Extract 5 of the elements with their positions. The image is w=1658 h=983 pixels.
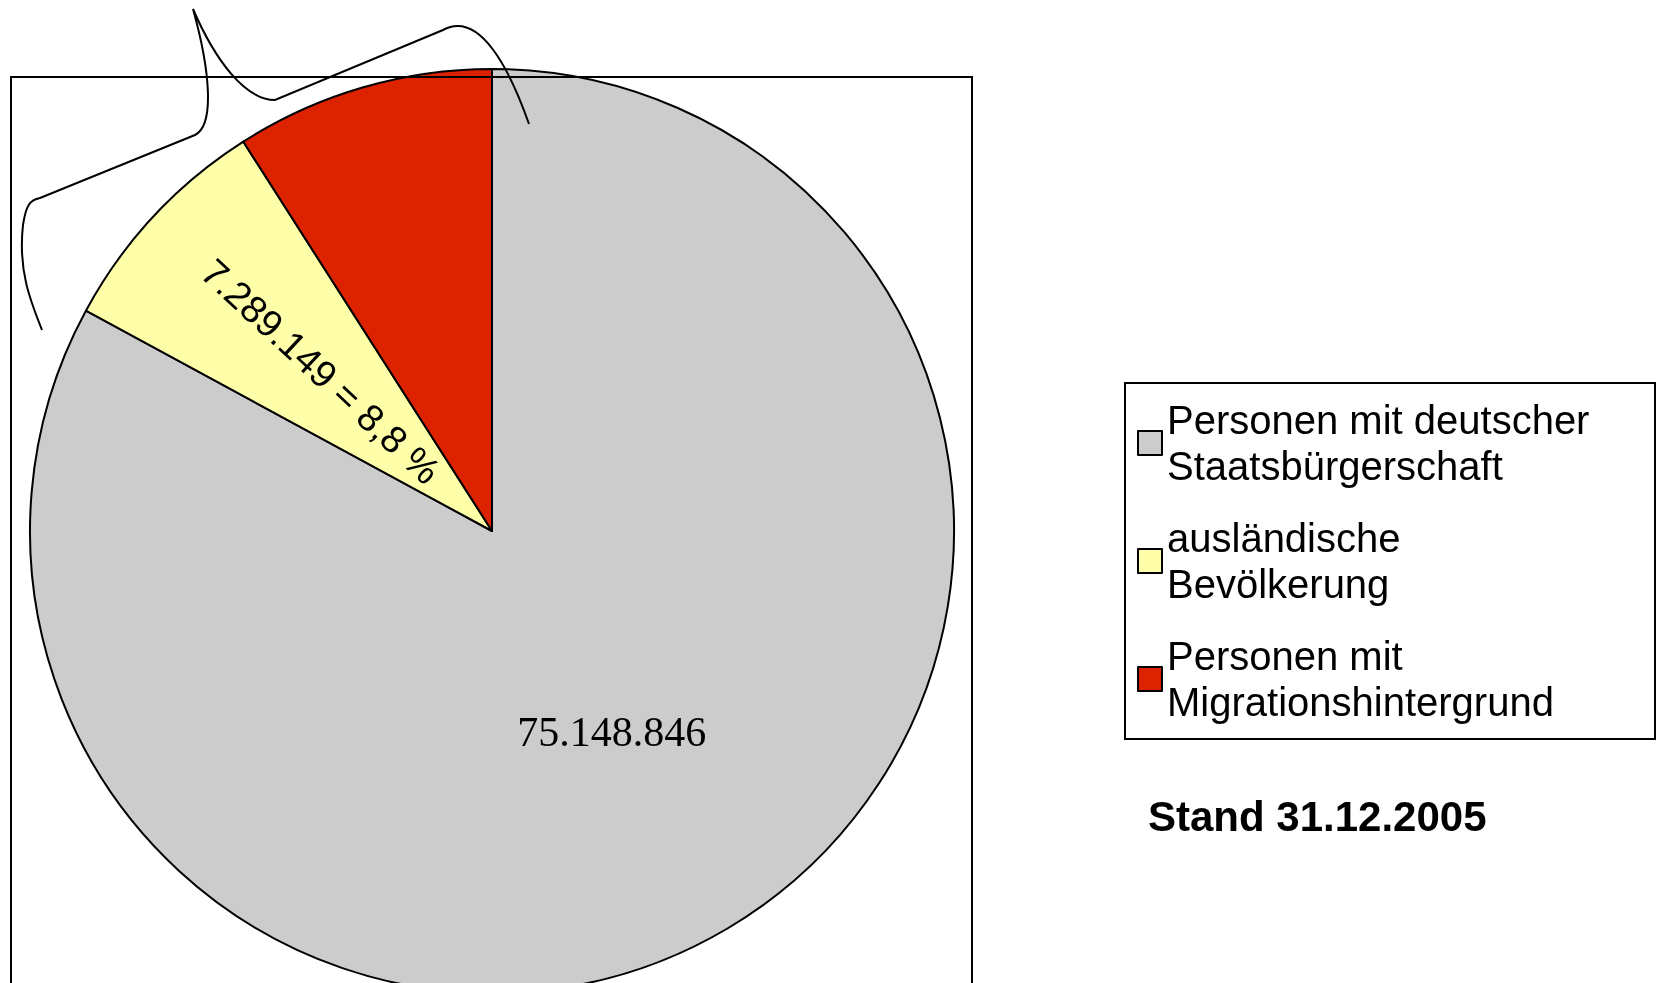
- legend-label: Personen mit Migrationshintergrund: [1167, 634, 1554, 724]
- text: Stand 31.12.2005: [1148, 792, 1487, 840]
- data-label: 75.148.846: [517, 709, 707, 756]
- legend-label: Personen mit deutscher Staatsbürgerschaft: [1167, 398, 1601, 488]
- legend-label: ausländische Bevölkerung: [1167, 516, 1412, 606]
